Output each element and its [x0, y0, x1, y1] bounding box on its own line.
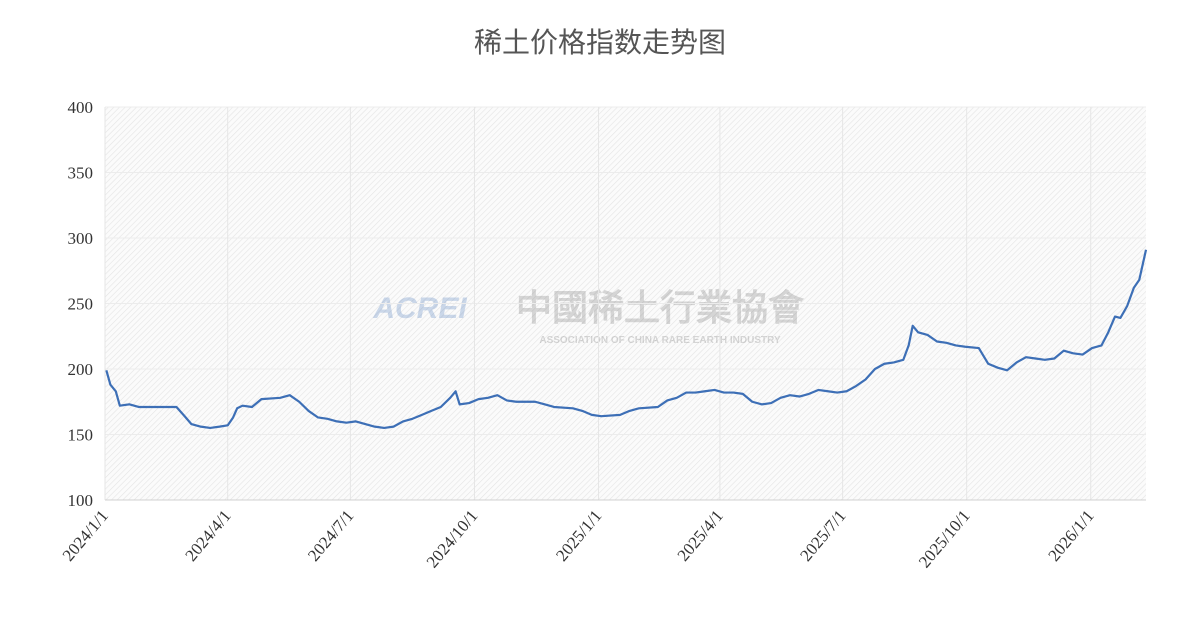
x-tick-label: 2026/1/1: [1044, 506, 1097, 565]
x-tick-label: 2024/4/1: [181, 506, 234, 565]
x-tick-label: 2024/7/1: [304, 506, 357, 565]
watermark-name: 中國稀土行業協會: [516, 288, 805, 328]
chart-title: 稀土价格指数走势图: [474, 27, 726, 59]
x-tick-label: 2025/7/1: [796, 506, 849, 565]
x-tick-label: 2025/4/1: [674, 506, 727, 565]
x-tick-label: 2025/1/1: [552, 506, 605, 565]
watermark-logo: ACREI: [372, 292, 467, 325]
y-tick-label: 200: [68, 360, 94, 379]
y-tick-label: 150: [68, 426, 94, 445]
y-tick-label: 400: [68, 98, 94, 117]
y-tick-label: 350: [68, 164, 94, 183]
y-tick-label: 100: [68, 491, 94, 510]
watermark: ACREI 中國稀土行業協會 ASSOCIATION OF CHINA RARE…: [372, 288, 805, 346]
x-tick-label: 2024/10/1: [423, 506, 482, 571]
x-tick-label: 2025/10/1: [915, 506, 974, 571]
x-tick-label: 2024/1/1: [59, 506, 112, 565]
line: [105, 249, 1148, 430]
watermark-subtitle: ASSOCIATION OF CHINA RARE EARTH INDUSTRY: [539, 335, 781, 346]
y-tick-label: 250: [68, 295, 94, 314]
y-tick-label: 300: [68, 229, 94, 248]
